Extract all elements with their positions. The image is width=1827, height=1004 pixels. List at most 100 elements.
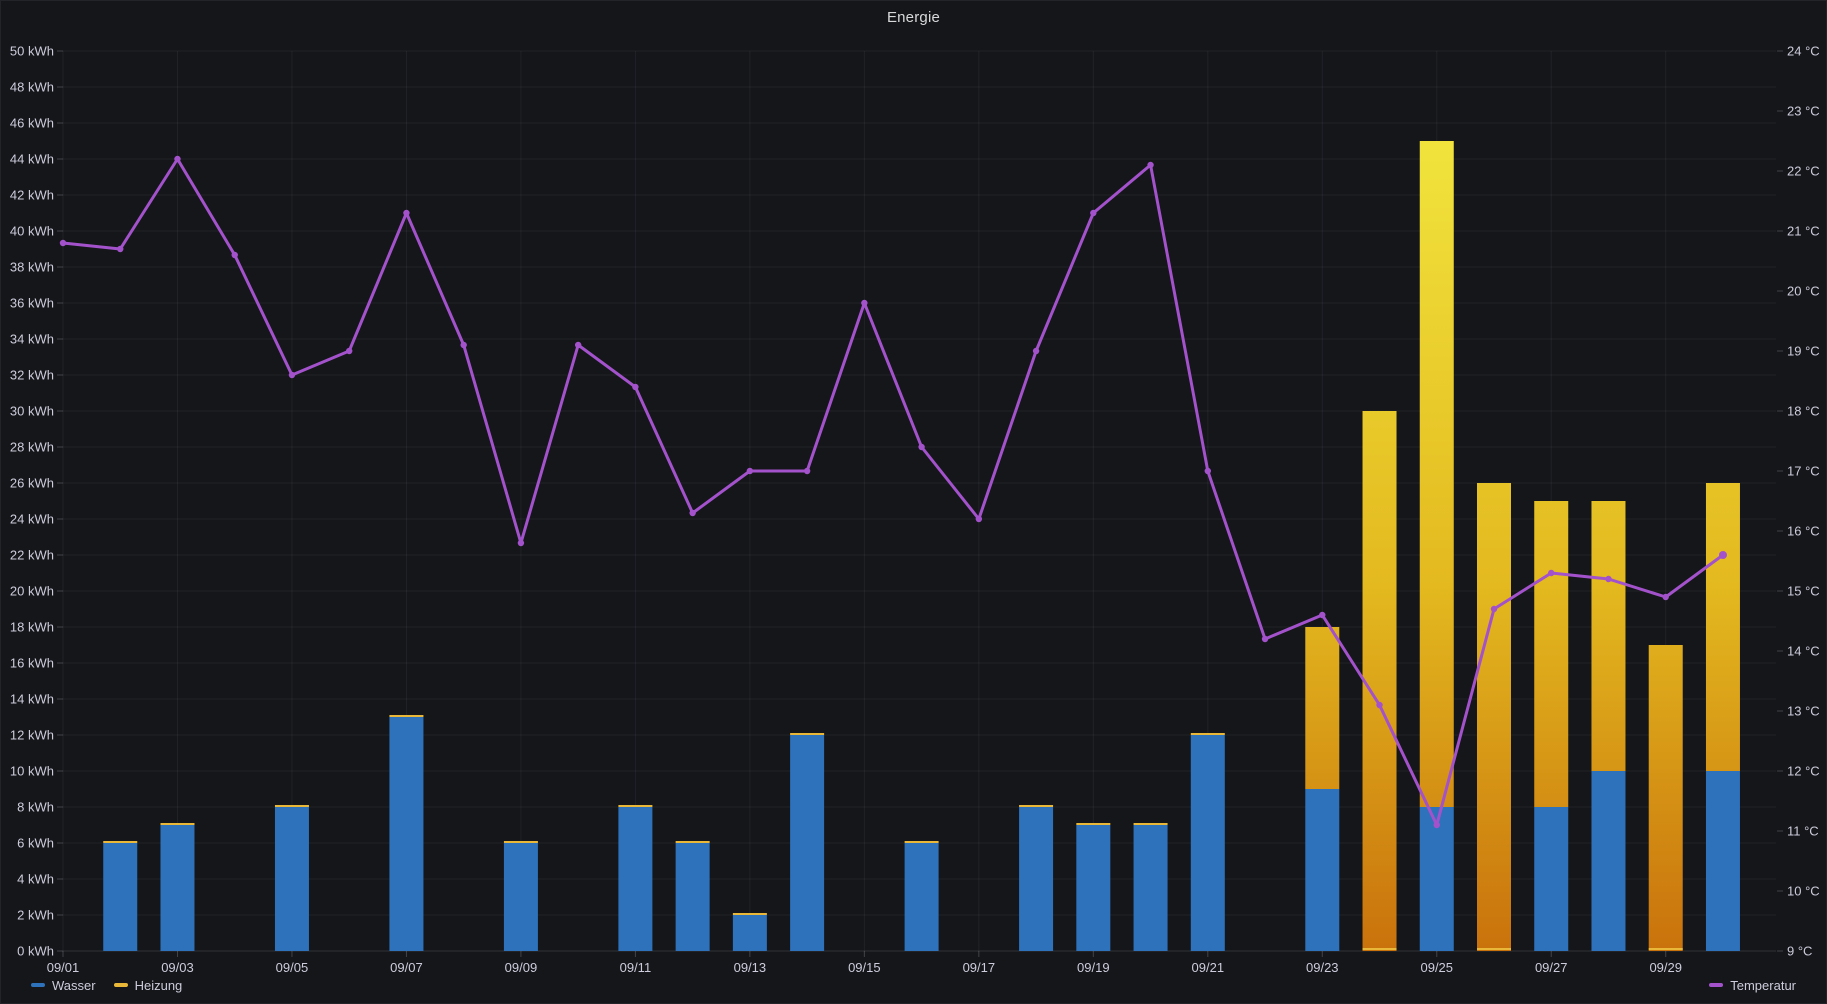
- heizung-bar[interactable]: [618, 805, 653, 807]
- heizung-bar[interactable]: [1648, 645, 1683, 951]
- y-left-tick-label: 38 kWh: [10, 260, 54, 275]
- temperatur-point[interactable]: [59, 239, 67, 247]
- heizung-bar-base: [1648, 948, 1683, 950]
- heizung-bar[interactable]: [274, 805, 309, 807]
- temperatur-point[interactable]: [1718, 551, 1727, 559]
- y-left-tick-label: 0 kWh: [17, 944, 54, 959]
- wasser-bar[interactable]: [503, 843, 538, 951]
- y-left-tick-label: 44 kWh: [10, 152, 54, 167]
- legend-item-heizung[interactable]: Heizung: [113, 978, 182, 993]
- heizung-bar[interactable]: [1534, 501, 1569, 807]
- legend-label-temperatur: Temperatur: [1730, 977, 1796, 993]
- y-left-tick-label: 12 kWh: [10, 728, 54, 743]
- y-right-tick-label: 19 °C: [1787, 344, 1820, 359]
- heizung-bar[interactable]: [1190, 733, 1225, 735]
- temperatur-point[interactable]: [861, 299, 868, 307]
- temperatur-point[interactable]: [574, 341, 582, 349]
- heizung-bar[interactable]: [1477, 483, 1511, 951]
- wasser-bar[interactable]: [904, 843, 939, 951]
- wasser-bar[interactable]: [274, 807, 309, 951]
- temperatur-point[interactable]: [1662, 593, 1669, 601]
- temperatur-point[interactable]: [918, 443, 925, 451]
- temperatur-line[interactable]: [61, 157, 1725, 827]
- legend-item-temperatur[interactable]: Temperatur: [1709, 978, 1796, 993]
- temperatur-point[interactable]: [1433, 821, 1440, 829]
- heizung-bar[interactable]: [1419, 141, 1454, 807]
- wasser-bar[interactable]: [1190, 735, 1225, 951]
- temperatur-point[interactable]: [1090, 209, 1097, 217]
- heizung-bar[interactable]: [160, 823, 195, 825]
- temperatur-point[interactable]: [403, 209, 410, 217]
- temperatur-point[interactable]: [1261, 635, 1269, 643]
- y-left-tick-label: 40 kWh: [10, 224, 54, 239]
- temperatur-point[interactable]: [1319, 611, 1326, 619]
- temperatur-point[interactable]: [346, 347, 353, 355]
- heizung-bar[interactable]: [389, 715, 424, 717]
- wasser-bar[interactable]: [790, 735, 825, 951]
- temperatur-point[interactable]: [1147, 161, 1154, 169]
- wasser-bar[interactable]: [1305, 789, 1340, 951]
- temperatur-point[interactable]: [1605, 575, 1612, 583]
- y-left-tick-label: 48 kWh: [10, 80, 54, 95]
- y-right-tick-label: 21 °C: [1787, 224, 1820, 239]
- temperatur-point[interactable]: [1548, 569, 1555, 577]
- y-left-tick-label: 34 kWh: [10, 332, 54, 347]
- heizung-bar[interactable]: [904, 841, 939, 843]
- wasser-bar[interactable]: [675, 843, 710, 951]
- temperatur-point[interactable]: [517, 539, 525, 547]
- x-tick-label: 09/17: [963, 960, 996, 975]
- y-right-tick-label: 15 °C: [1787, 584, 1820, 599]
- y-left-tick-label: 36 kWh: [10, 296, 54, 311]
- heizung-bar[interactable]: [503, 841, 538, 843]
- wasser-bar[interactable]: [732, 915, 767, 951]
- temperatur-point[interactable]: [117, 245, 124, 253]
- temperatur-point[interactable]: [174, 155, 181, 163]
- temperatur-point[interactable]: [1490, 605, 1498, 613]
- y-right-tick-label: 13 °C: [1787, 704, 1820, 719]
- heizung-bar[interactable]: [1305, 627, 1340, 789]
- temperatur-point[interactable]: [975, 515, 983, 523]
- heizung-bar[interactable]: [732, 913, 767, 915]
- axis-labels: 0 kWh 2 kWh 4 kWh 6 kWh 8 kWh 10 kWh 12 kWh 14 …: [10, 44, 1820, 976]
- y-left-tick-label: 10 kWh: [10, 764, 54, 779]
- heizung-bar[interactable]: [1133, 823, 1168, 825]
- x-tick-label: 09/07: [390, 960, 423, 975]
- y-left-tick-label: 42 kWh: [10, 188, 54, 203]
- y-right-tick-label: 20 °C: [1787, 284, 1820, 299]
- heizung-bar[interactable]: [1705, 483, 1740, 771]
- heizung-bar[interactable]: [1362, 411, 1397, 951]
- heizung-bar[interactable]: [1591, 501, 1626, 771]
- heizung-bar[interactable]: [1019, 805, 1054, 807]
- wasser-bar[interactable]: [1133, 825, 1168, 951]
- temperatur-point[interactable]: [632, 383, 639, 391]
- temperatur-point[interactable]: [1376, 701, 1383, 709]
- wasser-bar[interactable]: [1019, 807, 1054, 951]
- temperatur-point[interactable]: [288, 371, 296, 379]
- temperatur-point[interactable]: [746, 467, 754, 475]
- wasser-bar[interactable]: [1591, 771, 1626, 951]
- wasser-bar[interactable]: [1705, 771, 1740, 951]
- wasser-bar[interactable]: [1076, 825, 1111, 951]
- temperatur-point[interactable]: [231, 251, 238, 259]
- temperatur-point[interactable]: [803, 467, 811, 475]
- heizung-bar[interactable]: [790, 733, 825, 735]
- temperatur-point[interactable]: [1204, 467, 1212, 475]
- wasser-bar[interactable]: [1534, 807, 1569, 951]
- wasser-bar[interactable]: [389, 717, 424, 951]
- axis-ticks: [57, 50, 1783, 957]
- heizung-bar[interactable]: [103, 841, 138, 843]
- x-tick-label: 09/01: [47, 960, 80, 975]
- legend-item-wasser[interactable]: Wasser: [31, 978, 96, 993]
- temperatur-point[interactable]: [460, 341, 467, 349]
- wasser-bar[interactable]: [160, 825, 195, 951]
- gridlines: [62, 50, 1776, 952]
- temperatur-point[interactable]: [1032, 347, 1040, 355]
- x-tick-label: 09/23: [1306, 960, 1339, 975]
- wasser-bar[interactable]: [1419, 807, 1454, 951]
- wasser-bar[interactable]: [618, 807, 653, 951]
- heizung-bar[interactable]: [675, 841, 710, 843]
- temperatur-point[interactable]: [689, 509, 696, 517]
- heizung-bar[interactable]: [1076, 823, 1111, 825]
- wasser-bar[interactable]: [103, 843, 138, 951]
